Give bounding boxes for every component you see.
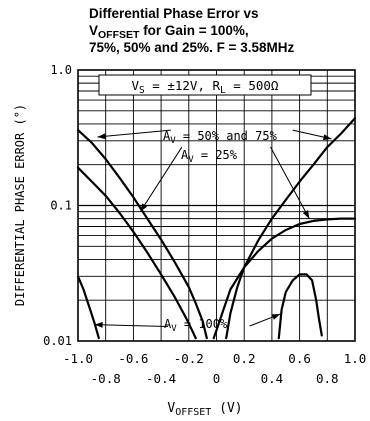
- tick-labels: 1.0 0.1 0.01 -1.0 -0.6 -0.2 0.2 0.6 1.0 -0.8 -0.4 0…: [43, 63, 366, 386]
- annotation-av-50-75: AV = 50% and 75%: [163, 129, 278, 146]
- y-tick-label: 0.1: [50, 199, 72, 213]
- x-tick-label: 0: [213, 371, 221, 386]
- arrow-head: [97, 133, 106, 140]
- curve-av-25-right: [212, 217, 357, 340]
- y-tick-label: 1.0: [50, 63, 72, 77]
- curve-av-50-75-left: [76, 129, 208, 340]
- y-tick-label: 0.01: [43, 334, 72, 348]
- y-axis-label: DIFFERENTIAL PHASE ERROR (°): [13, 104, 27, 306]
- annotation-av-100: AV = 100%: [164, 317, 228, 334]
- arrow-av-25-right: [270, 146, 310, 219]
- title-line-1: Differential Phase Error vs: [89, 6, 259, 21]
- arrow-shaft: [139, 146, 183, 212]
- conditions-label: VS = ±12V, RL = 500Ω: [132, 78, 279, 96]
- x-axis-label-sub: OFFSET: [175, 407, 211, 418]
- arrow-shaft: [97, 129, 171, 138]
- arrow-av-100-left: [94, 321, 169, 328]
- conditions-vs-sub: S: [139, 85, 145, 96]
- x-tick-label: 0.4: [261, 371, 284, 386]
- arrow-head: [271, 314, 281, 320]
- arrow-shaft: [270, 146, 310, 219]
- title-v: V: [89, 23, 99, 38]
- plot-frame: [77, 69, 356, 342]
- arrow-head: [322, 134, 332, 141]
- curve-av-100-right: [277, 273, 323, 340]
- arrow-shaft: [94, 324, 169, 327]
- x-tick-label: -1.0: [63, 351, 93, 366]
- annotation-av-25: AV = 25%: [181, 148, 238, 165]
- conditions-box: [98, 74, 312, 96]
- x-tick-label: -0.2: [174, 351, 204, 366]
- x-axis-label-unit: (V): [211, 401, 242, 416]
- x-tick-label: 0.8: [316, 371, 339, 386]
- x-tick-label: -0.6: [118, 351, 148, 366]
- title-line-2: VOFFSET for Gain = 100%,: [89, 23, 249, 41]
- x-tick-label: 0.6: [288, 351, 311, 366]
- x-tick-label: 1.0: [344, 351, 367, 366]
- conditions-vs: V: [132, 78, 140, 93]
- conditions-rl-sub: L: [220, 85, 226, 96]
- x-axis-label: VOFFSET (V): [167, 401, 242, 418]
- arrow-av-100-right: [249, 313, 281, 327]
- arrow-head: [94, 321, 103, 328]
- x-tick-label: 0.2: [233, 351, 256, 366]
- grid: [78, 70, 355, 341]
- curve-av-100-left: [76, 275, 100, 340]
- conditions-rl-value: = 500Ω: [226, 78, 279, 93]
- title-line-3: 75%, 50% and 25%. F = 3.58MHz: [89, 40, 295, 55]
- curve-av-50-75-right: [225, 117, 357, 340]
- annotation-arrows: [94, 129, 332, 328]
- x-tick-label: -0.4: [146, 371, 176, 386]
- curve-av-25-left: [76, 166, 197, 340]
- arrow-head: [140, 203, 148, 212]
- x-axis-label-main: V: [167, 401, 175, 416]
- title-offset-subscript: OFFSET: [98, 29, 140, 41]
- x-tick-label: -0.8: [91, 371, 121, 386]
- arrow-av-25-left: [139, 146, 183, 212]
- arrow-av-50-75-left: [97, 129, 171, 140]
- arrow-head: [302, 210, 310, 219]
- title-line-2-rest: for Gain = 100%,: [139, 23, 249, 38]
- curves: [76, 117, 357, 340]
- conditions-vs-value: = ±12V, R: [145, 78, 221, 93]
- arrow-av-50-75-right: [292, 129, 332, 141]
